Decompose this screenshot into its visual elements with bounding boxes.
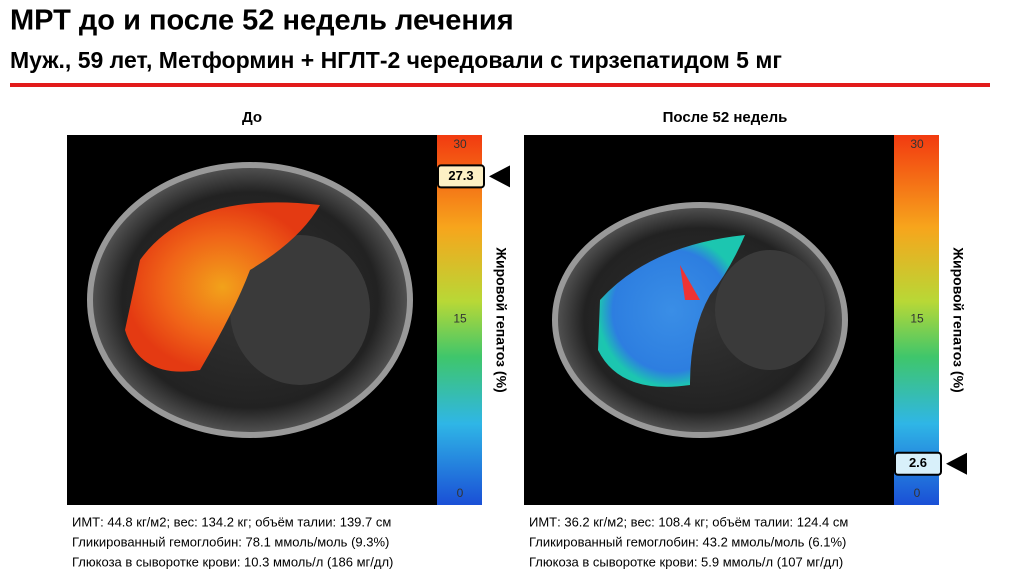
panel: После 52 недель 30 15 0 2.6 Жировой гепатоз (… <box>524 109 967 569</box>
stat-line: ИМТ: 44.8 кг/м2; вес: 134.2 кг; объём та… <box>72 514 391 529</box>
organ <box>715 250 825 370</box>
marker-arrow <box>489 165 510 188</box>
tick-label: 30 <box>453 137 467 151</box>
tick-label: 15 <box>453 312 467 326</box>
colorbar <box>894 135 939 505</box>
marker-box <box>894 451 942 476</box>
vessel <box>680 265 700 300</box>
stat-line: Гликированный гемоглобин: 78.1 ммоль/мол… <box>72 534 389 549</box>
liver <box>598 235 745 387</box>
scale-label: Жировой гепатоз (%) <box>493 246 509 392</box>
divider <box>10 83 990 87</box>
panel: До 30 15 0 27.3 Жировой гепатоз (%) ИМТ: 44.8 … <box>67 109 510 569</box>
tick-label: 30 <box>910 137 924 151</box>
title: МРТ до и после 52 недель лечения <box>10 5 514 37</box>
panel-label: После 52 недель <box>663 109 788 126</box>
organ <box>230 235 370 385</box>
stat-line: Глюкоза в сыворотке крови: 5.9 ммоль/л (… <box>529 554 843 569</box>
tick-label: 0 <box>457 486 464 500</box>
tick-label: 15 <box>910 312 924 326</box>
stat-line: ИМТ: 36.2 кг/м2; вес: 108.4 кг; объём та… <box>529 514 848 529</box>
marker-arrow <box>946 452 967 475</box>
subtitle: Муж., 59 лет, Метформин + НГЛТ-2 чередов… <box>10 47 782 73</box>
marker-box <box>437 164 485 189</box>
marker-label: 27.3 <box>448 168 473 183</box>
liver <box>125 202 320 372</box>
stat-line: Гликированный гемоглобин: 43.2 ммоль/мол… <box>529 534 846 549</box>
stat-line: Глюкоза в сыворотке крови: 10.3 ммоль/л … <box>72 554 393 569</box>
tick-label: 0 <box>914 486 921 500</box>
colorbar <box>437 135 482 505</box>
scale-label: Жировой гепатоз (%) <box>950 246 966 392</box>
panel-label: До <box>242 109 262 126</box>
marker-label: 2.6 <box>909 455 927 470</box>
